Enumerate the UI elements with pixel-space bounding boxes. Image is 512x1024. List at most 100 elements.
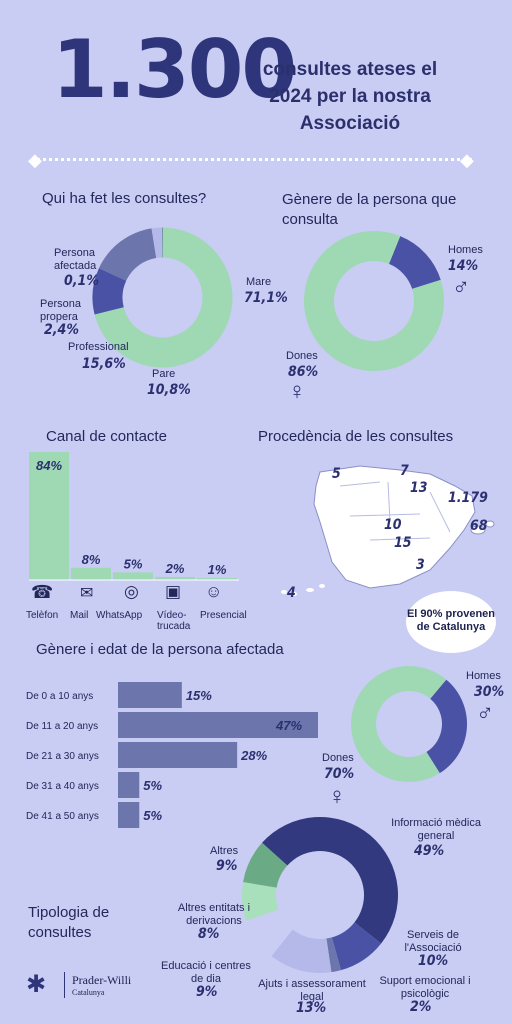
arrow-right-icon: ◆ — [460, 150, 474, 170]
who-label-pare: Pare — [152, 368, 176, 380]
bar-channel-label-3: 2% — [165, 561, 185, 576]
chart-channel-title: Canal de contacte — [46, 428, 167, 445]
origin-value-5: 15 — [394, 535, 412, 551]
slice-pare — [92, 268, 127, 315]
origin-value-8: 4 — [287, 585, 296, 601]
donut-affected-gender — [351, 666, 467, 782]
bar-age-3 — [118, 772, 140, 798]
chart-type-title: Tipologia de consultes — [28, 904, 110, 941]
origin-value-2: 13 — [410, 480, 428, 496]
bar-age-label-4: 5% — [143, 808, 162, 823]
bar-age-label-2: 28% — [240, 748, 267, 763]
affected-value-dones: 70% — [324, 766, 355, 782]
who-value-afectada: 0,1% — [64, 273, 99, 289]
slice-dones — [351, 666, 447, 782]
slice-mare — [94, 227, 233, 368]
affected-label-dones: Dones — [322, 752, 354, 764]
bar-chart-age: De 0 a 10 anys 15% De 11 a 20 anys 47% De 21… — [26, 682, 318, 828]
bar-channel-label-1: 8% — [82, 552, 101, 567]
type-value-6: 9% — [216, 858, 238, 874]
bar-age-label-0: 15% — [186, 688, 212, 703]
type-label-1: Serveis de l'Associació — [404, 929, 462, 954]
catalunya-badge: El 90% provenen de Catalunya — [406, 591, 496, 653]
dotted-divider — [32, 158, 472, 163]
affected-label-homes: Homes — [466, 670, 501, 682]
type-label-3: Ajuts i assessorament legal — [258, 978, 366, 1003]
logo-sub: Catalunya — [72, 988, 105, 997]
who-value-propera: 2,4% — [44, 322, 79, 338]
bar-channel-1 — [71, 567, 111, 580]
bar-age-0 — [118, 682, 182, 708]
channel-cat-4: Presencial — [200, 610, 247, 621]
who-value-professional: 15,6% — [82, 356, 126, 372]
donut-typology — [242, 816, 399, 973]
origin-value-0: 5 — [332, 466, 341, 482]
mail-icon: ✉ — [80, 585, 94, 602]
age-category-3: De 31 a 40 anys — [26, 781, 99, 792]
slice-homes — [426, 679, 467, 774]
donut-who — [92, 227, 233, 368]
origin-value-6: 68 — [470, 518, 488, 534]
age-category-2: De 21 a 30 anys — [26, 751, 99, 762]
type-value-2: 2% — [410, 999, 432, 1015]
total-consultations: 1.300 — [52, 23, 297, 116]
type-label-2: Suport emocional i psicològic — [379, 975, 471, 1000]
bar-channel-label-0: 84% — [36, 458, 62, 473]
slice-ajuts-i-assessorament-legal — [271, 929, 332, 973]
type-value-3: 13% — [296, 1000, 327, 1016]
slice-dones — [304, 231, 444, 371]
male-icon-2: ♂ — [476, 700, 494, 727]
bar-channel-label-2: 5% — [124, 556, 143, 571]
type-value-4: 9% — [196, 984, 218, 1000]
type-value-0: 49% — [414, 843, 445, 859]
slice-serveis-de-l-associaci- — [331, 922, 382, 971]
slice-educaci-i-centres-de-dia — [246, 909, 293, 957]
female-icon-2: ♀ — [328, 783, 346, 810]
who-label-afectada: Persona afectada — [54, 247, 97, 272]
gender-value-dones: 86% — [288, 364, 319, 380]
logo-icon: ✱ — [26, 971, 47, 998]
bar-age-label-3: 5% — [143, 778, 162, 793]
type-label-0: Informació mèdica general — [391, 817, 481, 842]
bar-channel-label-4: 1% — [208, 562, 227, 577]
female-icon: ♀ — [288, 378, 306, 405]
inperson-icon: ☺ — [205, 582, 223, 601]
channel-cat-2: WhatsApp — [96, 610, 143, 621]
who-label-mare: Mare — [246, 276, 272, 288]
gender-label-homes: Homes — [448, 244, 483, 256]
channel-cat-3: Vídeo-trucada — [157, 610, 191, 632]
origin-value-7: 3 — [416, 557, 425, 573]
slice-professional — [98, 228, 157, 281]
videocall-icon: ▣ — [165, 582, 182, 601]
whatsapp-icon: ◎ — [124, 582, 139, 601]
slice-persona-propera — [151, 227, 163, 258]
bar-age-1 — [118, 712, 318, 738]
headline: consultes ateses el 2024 per la nostra A… — [262, 59, 438, 134]
chart-who-title: Qui ha fet les consultes? — [42, 190, 207, 207]
chart-age-title: Gènere i edat de la persona afectada — [36, 641, 284, 658]
age-category-1: De 11 a 20 anys — [26, 721, 98, 732]
slice-homes — [388, 236, 441, 289]
bar-channel-2 — [113, 572, 153, 580]
type-label-6: Altres — [210, 845, 239, 857]
gender-value-homes: 14% — [448, 258, 479, 274]
male-icon: ♂ — [452, 274, 470, 301]
affected-value-homes: 30% — [474, 684, 505, 700]
who-value-pare: 10,8% — [147, 382, 191, 398]
origin-value-1: 7 — [400, 463, 409, 479]
spain-map — [281, 465, 495, 596]
who-label-propera: Persona propera — [40, 298, 81, 323]
slice-suport-emocional-i-psicol-gic — [326, 937, 341, 973]
who-label-professional: Professional — [68, 341, 129, 353]
slice-altres — [243, 842, 288, 888]
type-label-5: Altres entitats i derivacions — [177, 902, 251, 927]
who-value-mare: 71,1% — [244, 290, 288, 306]
age-category-0: De 0 a 10 anys — [26, 691, 93, 702]
logo-divider — [64, 972, 65, 998]
chart-origin-title: Procedència de les consultes — [258, 428, 454, 445]
chart-gender-title: Gènere de la persona que consulta — [282, 191, 457, 228]
bar-age-label-1: 47% — [275, 718, 302, 733]
donut-gender — [304, 231, 444, 371]
type-value-5: 8% — [198, 926, 220, 942]
type-value-1: 10% — [418, 953, 449, 969]
